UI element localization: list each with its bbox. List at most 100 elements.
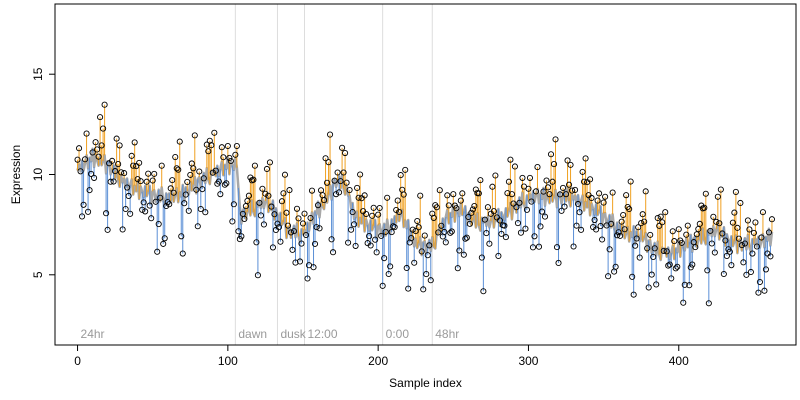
- data-point: [576, 209, 583, 216]
- data-point: [702, 190, 709, 197]
- data-point: [510, 200, 517, 207]
- data-point: [447, 229, 454, 236]
- data-point: [502, 234, 509, 241]
- data-point: [659, 219, 666, 226]
- data-point: [454, 265, 461, 272]
- data-point: [671, 238, 678, 245]
- data-point: [250, 176, 257, 183]
- data-point: [668, 275, 675, 282]
- data-point: [654, 214, 661, 222]
- data-point: [579, 168, 586, 175]
- data-point: [191, 132, 198, 139]
- data-point: [310, 264, 317, 271]
- data-point: [343, 179, 350, 186]
- data-point: [547, 151, 555, 158]
- data-point: [572, 186, 579, 193]
- data-point: [594, 197, 601, 204]
- data-point: [94, 146, 101, 153]
- data-point: [600, 199, 607, 206]
- data-point: [224, 142, 231, 150]
- data-point: [118, 169, 125, 176]
- data-point: [85, 208, 92, 215]
- data-point: [391, 224, 398, 231]
- data-point: [415, 224, 422, 231]
- data-point: [481, 216, 488, 223]
- data-point: [260, 221, 267, 228]
- data-point: [173, 165, 180, 172]
- data-point: [241, 215, 248, 222]
- data-point: [351, 221, 358, 228]
- data-point: [387, 263, 394, 270]
- data-point: [110, 178, 117, 185]
- data-point: [208, 142, 215, 149]
- data-point: [421, 232, 428, 239]
- data-point: [324, 179, 331, 186]
- data-point: [158, 162, 165, 169]
- data-point: [375, 211, 382, 218]
- data-point: [286, 187, 293, 194]
- data-point: [647, 231, 654, 238]
- data-point: [666, 261, 673, 268]
- data-point: [256, 199, 263, 206]
- data-point: [570, 243, 577, 250]
- data-point: [507, 156, 514, 163]
- data-point: [707, 227, 714, 234]
- data-point: [83, 130, 90, 137]
- data-point: [734, 224, 741, 231]
- data-point: [330, 249, 337, 256]
- y-axis: 5 10 15: [31, 67, 56, 278]
- time-marker-label: 0:00: [386, 327, 410, 341]
- data-point: [349, 209, 356, 216]
- data-point: [511, 163, 518, 170]
- data-point: [433, 204, 440, 211]
- data-point: [678, 239, 685, 246]
- data-point: [86, 187, 93, 194]
- data-point: [444, 192, 451, 199]
- data-point: [259, 185, 266, 192]
- data-point: [597, 223, 604, 230]
- data-point: [143, 178, 150, 185]
- data-point: [490, 208, 497, 215]
- data-point: [298, 240, 305, 247]
- data-point: [735, 235, 742, 242]
- data-point: [235, 228, 242, 235]
- data-point: [459, 190, 466, 197]
- data-point: [633, 235, 640, 242]
- data-point: [738, 242, 745, 249]
- x-tick-label: 100: [218, 354, 238, 368]
- data-point: [686, 282, 693, 289]
- data-point: [639, 211, 646, 218]
- data-point: [139, 206, 146, 213]
- data-point: [660, 247, 667, 254]
- data-point: [304, 275, 311, 282]
- y-tick-label: 5: [31, 271, 45, 278]
- data-point: [355, 194, 362, 201]
- data-point: [112, 168, 119, 175]
- data-point: [553, 244, 561, 251]
- data-point: [414, 217, 421, 225]
- data-point: [581, 178, 588, 185]
- data-point: [394, 197, 401, 204]
- data-point: [167, 185, 174, 192]
- data-point: [205, 148, 212, 155]
- data-point: [292, 259, 299, 266]
- data-point: [277, 238, 284, 245]
- data-point: [125, 192, 132, 200]
- data-point: [626, 205, 633, 213]
- data-point: [559, 184, 567, 191]
- data-point: [361, 192, 368, 199]
- data-point: [438, 222, 445, 229]
- data-point: [417, 192, 424, 199]
- data-point: [582, 155, 589, 162]
- data-point: [275, 224, 283, 231]
- data-point: [722, 237, 729, 244]
- data-point: [357, 171, 364, 178]
- data-point: [714, 193, 721, 200]
- data-point: [381, 255, 388, 262]
- data-point: [396, 208, 403, 216]
- data-point: [75, 145, 83, 152]
- data-point: [402, 166, 409, 173]
- x-axis-title: Sample index: [389, 376, 462, 390]
- data-point: [354, 184, 361, 191]
- data-point: [756, 278, 763, 286]
